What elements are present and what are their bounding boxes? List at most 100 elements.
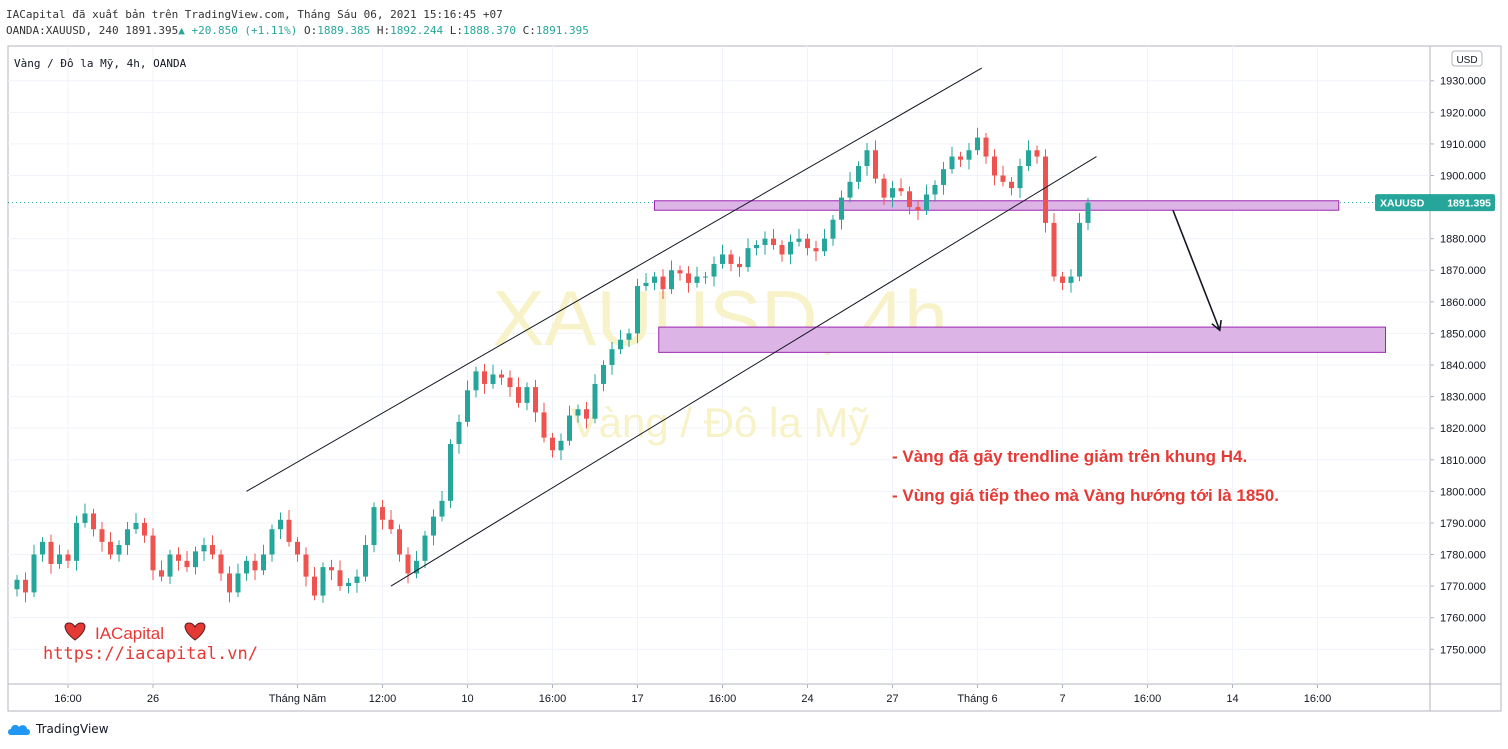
candle-body: [652, 276, 657, 283]
candle-body: [983, 137, 989, 157]
candle-body: [601, 365, 606, 384]
candle-body: [201, 545, 207, 552]
candle-body: [830, 219, 836, 239]
high-label: H:: [376, 24, 391, 37]
candle-body: [924, 194, 929, 211]
candle-body: [609, 349, 615, 365]
x-tick-label: 16:00: [1304, 693, 1332, 705]
x-tick-label: 16:00: [709, 693, 737, 705]
candle-body: [541, 412, 547, 438]
candle-body: [847, 181, 853, 198]
channel-upper-line[interactable]: [246, 67, 982, 492]
brand-block: IACapital https://iacapital.vn/: [43, 622, 258, 664]
candle-body: [473, 371, 479, 391]
candle-body: [762, 238, 768, 245]
symbol-watermark: XAUUSD, 4h Vàng / Đô la Mỹ: [492, 274, 947, 446]
candle-body: [48, 541, 54, 564]
x-tick-label: 16:00: [1134, 693, 1162, 705]
candle-body: [890, 188, 895, 198]
target-arrow[interactable]: [1172, 209, 1222, 332]
symbol-label: OANDA:XAUUSD, 240: [6, 24, 119, 37]
candle-body: [966, 150, 972, 160]
last-price-tag: XAUUSD 1891.395: [1375, 194, 1495, 212]
y-tick-label: 1840.000: [1440, 360, 1486, 372]
candle-body: [422, 535, 428, 561]
y-tick-label: 1850.000: [1440, 328, 1486, 340]
candle-body: [618, 339, 623, 350]
channel-lower-line[interactable]: [390, 156, 1097, 587]
candle-body: [779, 244, 785, 255]
heart-right-icon: [184, 622, 206, 641]
candle-body: [881, 178, 887, 198]
candle-body: [516, 387, 521, 403]
candle-body: [677, 270, 683, 274]
publish-info: IACapital đã xuất bản trên TradingView.c…: [6, 8, 503, 21]
candle-body: [592, 383, 598, 419]
candle-body: [958, 156, 963, 160]
candle-body: [397, 529, 402, 555]
target-zone[interactable]: [658, 326, 1386, 353]
y-tick-label: 1910.000: [1440, 139, 1486, 151]
tradingview-footer[interactable]: TradingView: [6, 722, 109, 736]
candle-body: [737, 263, 742, 268]
y-tick-label: 1860.000: [1440, 297, 1486, 309]
candle-body: [584, 409, 589, 419]
candle-body: [261, 554, 266, 571]
resistance-zone[interactable]: [654, 200, 1340, 211]
candle-body: [796, 238, 802, 242]
candle-body: [193, 551, 198, 568]
currency-label: USD: [1456, 55, 1477, 66]
candle-body: [303, 554, 309, 577]
change-label: +20.850 (+1.11%): [191, 24, 298, 37]
candle-body: [14, 579, 20, 590]
last-price-tag-symbol: XAUUSD: [1380, 198, 1425, 210]
candle-body: [278, 519, 283, 530]
candle-body: [669, 270, 674, 290]
x-tick-label: 24: [801, 693, 813, 705]
candle-body: [1043, 156, 1048, 223]
candle-body: [499, 374, 504, 378]
watermark-line2: Vàng / Đô la Mỹ: [571, 399, 870, 446]
candle-body: [320, 567, 326, 596]
candle-body: [788, 241, 793, 255]
candle-body: [507, 377, 513, 388]
candle-body: [915, 207, 921, 211]
candle-body: [711, 263, 717, 277]
y-tick-label: 1800.000: [1440, 486, 1486, 498]
y-tick-label: 1760.000: [1440, 613, 1486, 625]
brand-url[interactable]: https://iacapital.vn/: [43, 644, 258, 664]
candle-body: [822, 238, 827, 252]
x-tick-label: 17: [631, 693, 643, 705]
candle-body: [1017, 166, 1023, 189]
x-tick-label: 12:00: [369, 693, 397, 705]
candle-body: [439, 500, 445, 517]
brand-name: IACapital: [95, 624, 164, 643]
high-value: 1892.244: [390, 24, 444, 37]
candle-body: [99, 529, 105, 542]
currency-badge[interactable]: [1451, 50, 1483, 67]
ohlc-legend: OANDA:XAUUSD, 240 1891.395▲ +20.850 (+1.…: [6, 24, 589, 37]
candle-body: [167, 554, 173, 577]
candle-body: [1000, 175, 1006, 182]
y-tick-label: 1830.000: [1440, 392, 1486, 404]
candle-body: [74, 522, 79, 561]
candle-body: [91, 513, 96, 530]
candle-body: [856, 166, 861, 182]
candle-body: [380, 507, 385, 520]
x-tick-label: 16:00: [54, 693, 82, 705]
candle-body: [431, 516, 436, 536]
candle-body: [108, 541, 113, 555]
candle-body: [754, 244, 759, 249]
candle-body: [286, 519, 292, 542]
x-tick-label: Tháng Năm: [269, 693, 326, 705]
candle-body: [184, 560, 190, 568]
candle-body: [813, 248, 819, 252]
candle-body: [975, 137, 980, 151]
candle-body: [329, 567, 334, 571]
tradingview-cloud-icon: [8, 724, 30, 735]
candle-body: [805, 238, 810, 249]
y-tick-label: 1810.000: [1440, 455, 1486, 467]
x-tick-label: 27: [886, 693, 898, 705]
y-tick-label: 1900.000: [1440, 170, 1486, 182]
